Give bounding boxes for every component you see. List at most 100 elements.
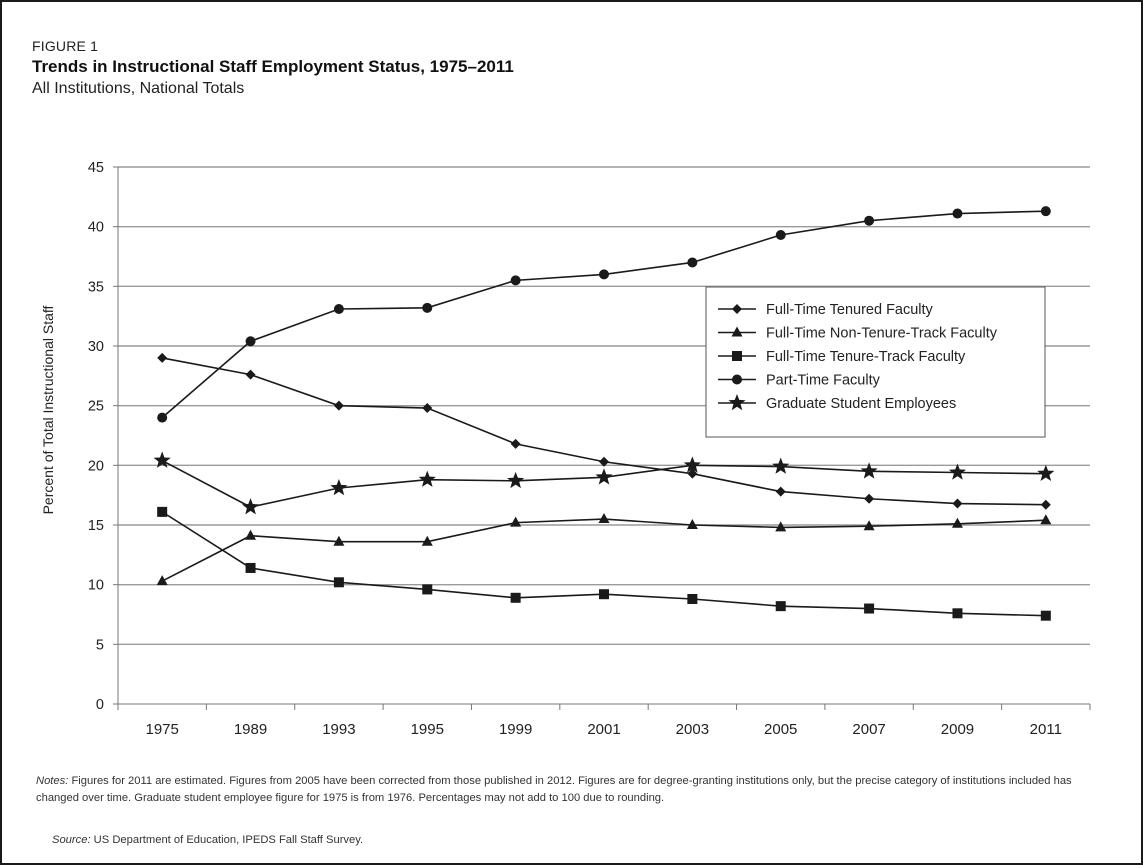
legend: Full-Time Tenured Faculty Full-Time Non-T… <box>705 286 1046 438</box>
notes: Notes: Figures for 2011 are estimated. F… <box>36 773 1116 807</box>
x-tick-label: 2001 <box>587 721 620 738</box>
series-circle <box>157 206 1051 423</box>
data-point <box>864 215 875 226</box>
data-point <box>156 575 168 586</box>
legend-entry: Full-Time Tenure-Track Faculty <box>718 349 966 365</box>
series-lines <box>153 206 1055 621</box>
y-tick-label: 35 <box>88 279 104 295</box>
data-point <box>952 208 963 219</box>
data-point <box>422 302 433 313</box>
data-point <box>595 468 613 485</box>
data-point <box>772 457 790 474</box>
data-point <box>948 463 967 480</box>
legend-entry: Graduate Student Employees <box>718 394 956 412</box>
data-point <box>1040 499 1051 510</box>
data-point <box>599 456 609 467</box>
legend-label: Full-Time Non-Tenure-Track Faculty <box>766 326 998 342</box>
data-point <box>1040 206 1051 217</box>
data-point <box>422 403 433 414</box>
data-point <box>418 470 436 487</box>
series-triangle <box>156 513 1052 586</box>
legend-label: Full-Time Tenure-Track Faculty <box>766 349 966 365</box>
y-axis-label: Percent of Total Instructional Staff <box>40 305 56 514</box>
data-point <box>952 608 963 619</box>
data-point <box>952 498 963 509</box>
legend-entry: Full-Time Tenured Faculty <box>718 302 934 318</box>
data-point <box>1040 610 1051 621</box>
x-tick-label: 2011 <box>1030 721 1062 738</box>
series-diamond <box>157 352 1051 510</box>
data-point <box>422 584 433 595</box>
data-point <box>863 520 875 531</box>
legend-label: Part-Time Faculty <box>766 373 881 389</box>
data-point <box>510 275 521 286</box>
x-tick-label: 2003 <box>676 721 709 738</box>
data-point <box>157 506 168 517</box>
data-point <box>241 498 260 515</box>
x-tick-label: 1999 <box>499 721 532 738</box>
data-point <box>687 468 698 479</box>
legend-marker <box>732 304 742 314</box>
data-point <box>333 400 344 411</box>
source-lead: Source: <box>52 834 91 846</box>
x-tick-label: 1989 <box>234 721 267 738</box>
data-point <box>510 438 521 449</box>
legend-label: Graduate Student Employees <box>766 396 956 412</box>
y-tick-label: 0 <box>96 697 104 713</box>
data-point <box>153 451 171 468</box>
legend-marker <box>732 351 742 361</box>
data-point <box>775 486 786 497</box>
data-point <box>245 336 256 347</box>
data-point <box>157 352 168 363</box>
data-point <box>510 592 521 603</box>
data-point <box>683 456 701 473</box>
notes-text: Figures for 2011 are estimated. Figures … <box>36 775 1072 804</box>
legend-label: Full-Time Tenured Faculty <box>766 302 934 318</box>
data-point <box>1037 464 1055 481</box>
series-line <box>161 518 1046 582</box>
figure-subtitle: All Institutions, National Totals <box>32 80 245 97</box>
figure-title: Trends in Instructional Staff Employment… <box>32 57 514 76</box>
data-point <box>686 519 698 529</box>
source-line: Source: US Department of Education, IPED… <box>52 834 363 846</box>
legend-entry: Part-Time Faculty <box>718 373 881 389</box>
x-tick-label: 2005 <box>764 721 797 738</box>
y-tick-label: 25 <box>88 399 104 415</box>
series-line <box>161 511 1046 617</box>
x-tick-label: 1993 <box>322 721 355 738</box>
data-point <box>687 593 698 604</box>
data-point <box>245 562 256 573</box>
data-point <box>245 369 256 380</box>
data-point <box>864 603 875 614</box>
data-point <box>775 521 787 532</box>
data-point <box>421 535 433 546</box>
data-point <box>860 462 878 479</box>
data-point <box>510 516 522 527</box>
x-tick-label: 2007 <box>852 721 885 738</box>
y-tick-label: 10 <box>88 578 104 594</box>
data-point <box>330 479 348 496</box>
data-point <box>333 577 344 588</box>
series-line <box>161 459 1046 508</box>
series-square <box>157 506 1051 621</box>
series-star <box>153 451 1055 515</box>
legend-marker <box>732 374 742 385</box>
data-point <box>245 529 257 540</box>
data-point <box>333 304 344 315</box>
data-point <box>775 601 786 612</box>
y-tick-label: 5 <box>96 637 104 653</box>
y-tick-label: 15 <box>88 518 104 534</box>
line-chart: 0 5 10 15 20 25 30 35 40 45 1975 1989 1993 1995 1999 20… <box>40 160 1091 738</box>
data-point <box>333 535 345 546</box>
legend-entry: Full-Time Non-Tenure-Track Faculty <box>718 326 998 342</box>
y-tick-label: 45 <box>88 160 104 176</box>
data-point <box>1040 514 1052 525</box>
data-point <box>599 269 609 280</box>
data-point <box>775 230 786 241</box>
legend-marker <box>731 326 743 337</box>
notes-lead: Notes: <box>36 775 69 787</box>
y-tick-label: 30 <box>88 339 104 355</box>
y-tick-label: 40 <box>88 220 104 236</box>
x-tick-label: 1975 <box>145 721 178 738</box>
x-tick-label: 1995 <box>411 721 444 738</box>
